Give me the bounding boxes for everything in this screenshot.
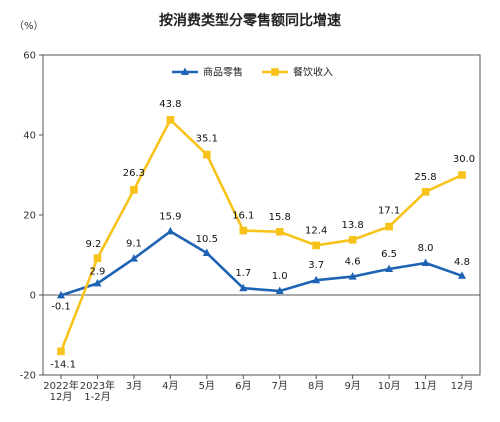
data-label-catering: 9.2 xyxy=(86,239,102,250)
data-label-catering: 25.8 xyxy=(414,172,436,183)
data-point-retail xyxy=(93,278,102,287)
data-label-retail: 2.9 xyxy=(90,266,106,277)
x-tick-label: 12月 xyxy=(50,391,73,403)
legend-marker-catering xyxy=(271,68,279,76)
data-point-retail xyxy=(385,264,394,272)
data-point-retail xyxy=(202,248,211,256)
x-tick-label: 2023年 xyxy=(80,379,115,392)
data-point-catering xyxy=(93,254,102,262)
data-point-catering xyxy=(385,222,393,231)
data-point-retail xyxy=(275,286,284,294)
data-label-catering: 16.1 xyxy=(232,211,254,222)
plot-frame xyxy=(42,54,481,376)
data-label-catering: 17.1 xyxy=(378,206,400,217)
data-label-catering: 43.8 xyxy=(159,99,181,110)
data-point-retail xyxy=(348,272,357,280)
x-tick-label: 3月 xyxy=(126,380,142,392)
data-point-retail xyxy=(458,271,466,279)
y-tick-label: 40 xyxy=(23,131,36,142)
data-label-retail: 9.1 xyxy=(126,239,142,250)
data-point-catering xyxy=(130,186,138,194)
data-point-retail xyxy=(129,254,138,262)
legend-label-catering: 餐饮收入 xyxy=(293,66,333,79)
x-tick-label: 8月 xyxy=(308,380,324,392)
data-point-retail xyxy=(166,226,175,235)
data-label-retail: 15.9 xyxy=(159,211,181,222)
data-label-catering: 26.3 xyxy=(123,168,145,179)
data-label-catering: 15.8 xyxy=(269,212,291,223)
series-line-catering xyxy=(59,118,463,352)
data-label-retail: 6.5 xyxy=(381,249,397,260)
x-tick-label: 9月 xyxy=(344,380,360,392)
legend-label-retail: 商品零售 xyxy=(203,66,243,79)
y-tick-label: 60 xyxy=(23,51,36,62)
data-label-catering: 30.0 xyxy=(453,154,475,165)
data-label-catering: 35.1 xyxy=(196,134,218,145)
x-tick-label: 7月 xyxy=(272,380,288,392)
data-label-retail: 1.0 xyxy=(272,271,288,282)
data-point-retail xyxy=(312,275,321,284)
x-tick-label: 4月 xyxy=(162,380,178,392)
data-label-retail: -0.1 xyxy=(51,301,71,312)
chart-title: 按消费类型分零售额同比增速 xyxy=(159,13,341,29)
x-tick-label: 11月 xyxy=(414,380,437,392)
x-tick-label: 12月 xyxy=(451,380,474,392)
data-point-catering xyxy=(239,226,248,235)
data-label-catering: 13.8 xyxy=(342,220,364,231)
data-label-retail: 8.0 xyxy=(418,243,434,254)
data-label-catering: 12.4 xyxy=(305,225,327,236)
data-label-retail: 4.6 xyxy=(345,257,361,268)
x-tick-label: 5月 xyxy=(199,380,215,392)
x-tick-label: 10月 xyxy=(378,380,401,392)
data-label-retail: 4.8 xyxy=(454,257,470,268)
data-point-catering xyxy=(312,241,320,250)
data-point-catering xyxy=(57,347,65,356)
data-point-catering xyxy=(348,236,357,244)
data-point-retail xyxy=(421,258,430,266)
data-point-catering xyxy=(275,228,284,236)
y-axis-unit: （%） xyxy=(14,21,44,32)
data-point-catering xyxy=(166,116,175,124)
data-point-catering xyxy=(421,188,430,196)
data-label-catering: -14.1 xyxy=(50,359,76,370)
y-tick-label: 0 xyxy=(30,291,36,302)
data-point-retail xyxy=(239,283,248,292)
x-tick-label: 1-2月 xyxy=(84,391,110,403)
y-tick-label: -20 xyxy=(20,371,36,382)
legend-marker-retail xyxy=(181,67,189,75)
data-point-catering xyxy=(203,150,211,159)
data-label-retail: 10.5 xyxy=(196,234,218,245)
y-tick-label: 20 xyxy=(23,211,36,222)
data-point-retail xyxy=(57,290,65,299)
series-line-retail xyxy=(60,230,463,297)
data-label-retail: 3.7 xyxy=(308,260,324,271)
x-tick-label: 6月 xyxy=(235,380,251,392)
data-point-catering xyxy=(458,171,466,179)
data-label-retail: 1.7 xyxy=(235,268,251,279)
x-tick-label: 2022年 xyxy=(43,379,78,392)
